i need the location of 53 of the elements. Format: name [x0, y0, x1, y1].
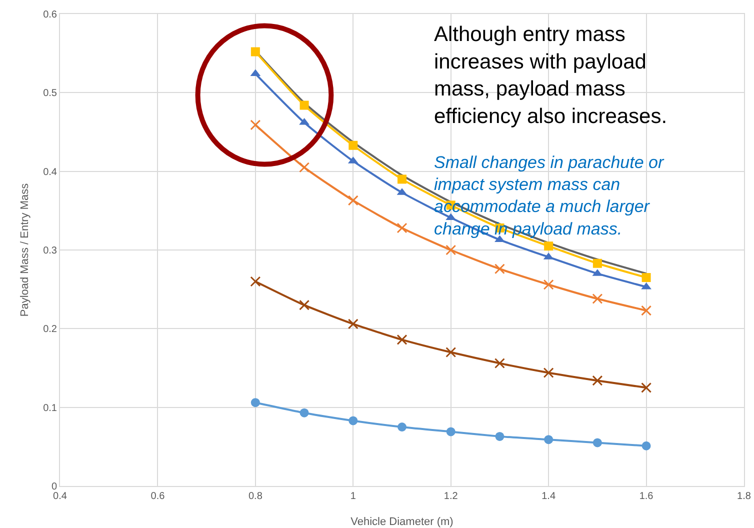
- point: [544, 435, 554, 444]
- point: [642, 273, 651, 282]
- y-tick-label: 0: [51, 482, 58, 492]
- point: [300, 100, 309, 110]
- point: [642, 441, 651, 450]
- y-axis-title: Payload Mass / Entry Mass: [19, 182, 31, 317]
- x-tick-label: 1.8: [737, 491, 752, 502]
- y-tick-label: 0.4: [43, 166, 58, 178]
- point: [348, 140, 358, 150]
- point: [396, 334, 408, 345]
- y-tick-label: 0.3: [43, 246, 58, 256]
- point: [250, 47, 260, 56]
- point: [543, 367, 554, 378]
- point: [299, 300, 310, 310]
- point: [348, 416, 358, 426]
- point: [446, 427, 456, 436]
- y-tick-label: 0.2: [43, 324, 58, 336]
- point: [494, 264, 505, 274]
- y-tick-label: 0.5: [43, 88, 58, 100]
- point: [641, 382, 652, 393]
- x-tick-label: 1.4: [542, 491, 556, 502]
- point: [348, 318, 358, 330]
- point: [396, 222, 408, 234]
- x-tick-label: 1: [350, 491, 356, 502]
- point: [641, 305, 652, 316]
- point: [641, 282, 652, 290]
- point: [592, 258, 602, 268]
- y-tick-label: 0.1: [43, 402, 58, 414]
- point: [495, 432, 504, 441]
- x-tick-label: 1.2: [444, 491, 458, 502]
- point: [544, 242, 554, 251]
- point: [592, 294, 603, 304]
- x-tick-label: 0.4: [53, 491, 68, 502]
- point: [446, 347, 456, 358]
- point: [446, 244, 456, 256]
- point: [494, 358, 505, 369]
- point: [398, 422, 406, 432]
- point: [348, 195, 358, 206]
- point: [592, 375, 603, 386]
- x-tick-label: 0.8: [248, 491, 263, 502]
- point: [250, 276, 261, 287]
- x-tick-label: 0.6: [150, 491, 166, 502]
- point: [543, 279, 554, 290]
- x-tick-label: 1.6: [639, 491, 654, 502]
- point: [250, 120, 261, 130]
- point: [592, 438, 602, 448]
- point: [250, 398, 260, 408]
- point: [300, 408, 309, 418]
- point: [398, 174, 406, 184]
- x-axis-title: Vehicle Diameter (m): [350, 516, 454, 528]
- y-tick-label: 0.6: [43, 10, 58, 20]
- point: [299, 162, 310, 173]
- annotation: Although entry mass increases with payload mass, payload mass efficiency also increases.: [434, 23, 668, 128]
